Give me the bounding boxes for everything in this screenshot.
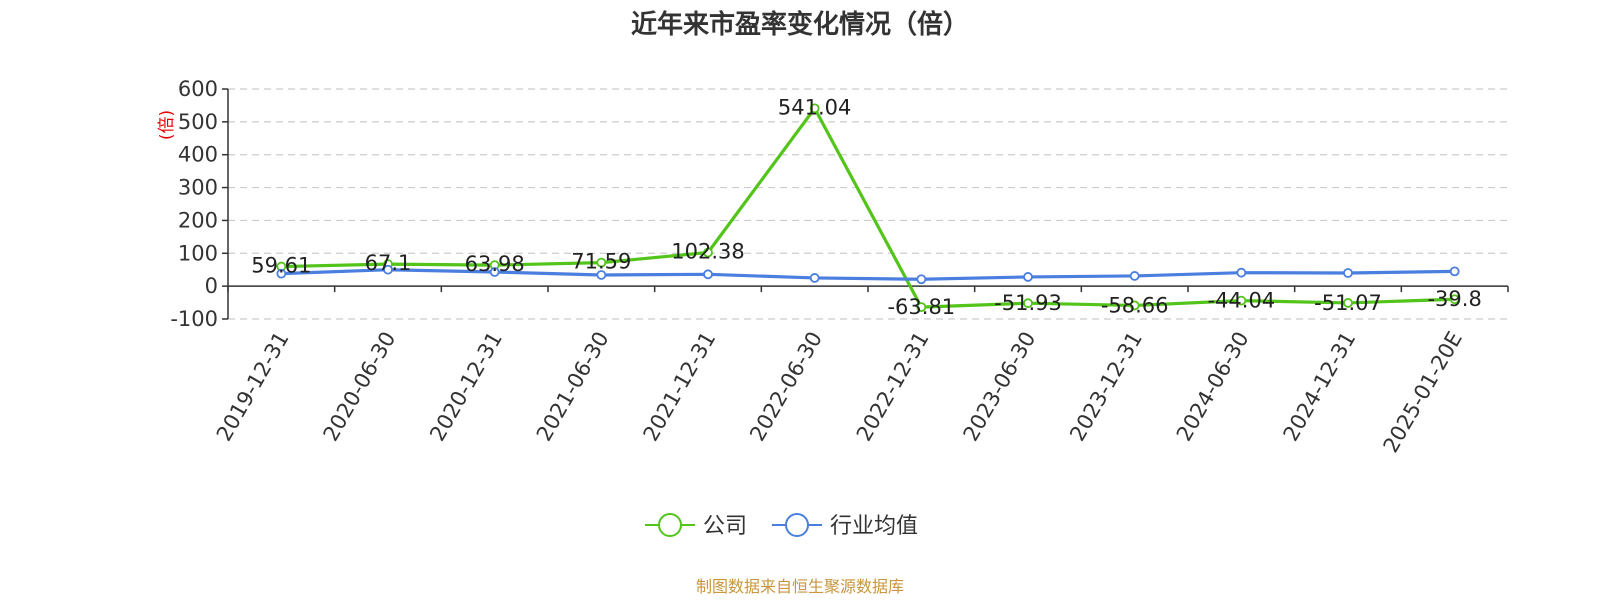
data-point-series-0[interactable] <box>916 302 927 313</box>
x-tick-label: 2020-06-30 <box>319 328 401 446</box>
data-point-series-1[interactable] <box>1129 271 1140 281</box>
y-axis-unit-label: (倍) <box>157 110 177 140</box>
data-label: 71.59 <box>571 250 631 274</box>
data-point-series-1[interactable] <box>1236 267 1247 278</box>
data-label: -51.93 <box>994 291 1062 315</box>
data-label: -58.66 <box>1101 293 1169 317</box>
x-tick-label: 2019-12-31 <box>212 328 294 446</box>
data-label: -51.07 <box>1314 291 1382 315</box>
data-label: 67.1 <box>365 251 412 275</box>
data-point-series-0[interactable] <box>1449 294 1460 305</box>
data-point-series-0[interactable] <box>1343 298 1353 308</box>
series-line-0 <box>281 106 1455 309</box>
y-tick-label: -100 <box>170 307 218 331</box>
legend-item-1[interactable]: 行业均值 <box>772 513 918 539</box>
x-tick-label: 2020-12-31 <box>425 327 507 445</box>
data-label: 541.04 <box>778 95 851 119</box>
source-note: 制图数据来自恒生聚源数据库 <box>696 577 904 596</box>
y-tick-label: 0 <box>205 274 218 298</box>
legend[interactable]: 公司 行业均值 <box>645 513 918 539</box>
legend-marker <box>658 513 682 537</box>
y-tick-label: 100 <box>178 241 218 265</box>
x-tick-label: 2024-06-30 <box>1172 328 1254 446</box>
series-line-1 <box>281 268 1455 281</box>
data-point-series-0[interactable] <box>1129 300 1140 311</box>
data-point-series-0[interactable] <box>1023 298 1033 309</box>
data-point-series-1[interactable] <box>809 273 820 283</box>
data-point-series-1[interactable] <box>1023 272 1033 282</box>
data-label: -44.04 <box>1207 289 1275 313</box>
data-label: -39.8 <box>1427 287 1481 311</box>
data-label: 59.61 <box>251 254 311 278</box>
x-tick-label: 2023-06-30 <box>959 328 1041 446</box>
data-point-series-1[interactable] <box>1449 266 1460 277</box>
data-point-series-0[interactable] <box>596 257 607 268</box>
x-tick-label: 2021-12-31 <box>639 328 721 446</box>
data-point-series-0[interactable] <box>1236 295 1247 306</box>
y-tick-label: 500 <box>178 110 218 134</box>
data-point-series-0[interactable] <box>703 247 713 258</box>
data-point-series-1[interactable] <box>489 267 500 277</box>
chart-title: 近年来市盈率变化情况（倍） <box>631 9 969 40</box>
data-label: 102.38 <box>671 240 744 264</box>
x-tick-label: 2024-12-31 <box>1279 328 1361 446</box>
x-tick-label: 2022-12-31 <box>852 327 934 445</box>
legend-item-0[interactable]: 公司 <box>645 513 747 539</box>
data-point-series-1[interactable] <box>383 264 393 275</box>
data-label: -63.81 <box>887 295 955 319</box>
x-tick-label: 2022-06-30 <box>745 328 827 446</box>
data-label: 63.98 <box>465 252 525 276</box>
data-point-series-1[interactable] <box>1343 268 1353 278</box>
y-tick-label: 200 <box>178 208 218 232</box>
legend-label: 行业均值 <box>830 514 918 539</box>
data-point-series-1[interactable] <box>703 269 713 280</box>
legend-label: 公司 <box>703 514 747 539</box>
y-tick-label: 300 <box>178 176 218 200</box>
series-lines <box>276 103 1460 313</box>
data-point-series-1[interactable] <box>916 274 927 285</box>
x-tick-label: 2023-12-31 <box>1065 328 1147 446</box>
y-tick-label: 400 <box>178 143 218 167</box>
x-tick-label: 2025-01-20E <box>1379 328 1467 457</box>
y-tick-label: 600 <box>178 77 218 101</box>
x-tick-label: 2021-06-30 <box>532 328 614 446</box>
grid-lines <box>228 88 1508 320</box>
legend-marker <box>785 513 809 537</box>
data-point-series-1[interactable] <box>596 270 607 280</box>
data-labels: 59.61 67.1 63.98 71.59 102.38 541.04 -63.81 -51… <box>251 95 1482 319</box>
data-point-series-0[interactable] <box>809 103 820 114</box>
data-point-series-1[interactable] <box>276 268 287 279</box>
